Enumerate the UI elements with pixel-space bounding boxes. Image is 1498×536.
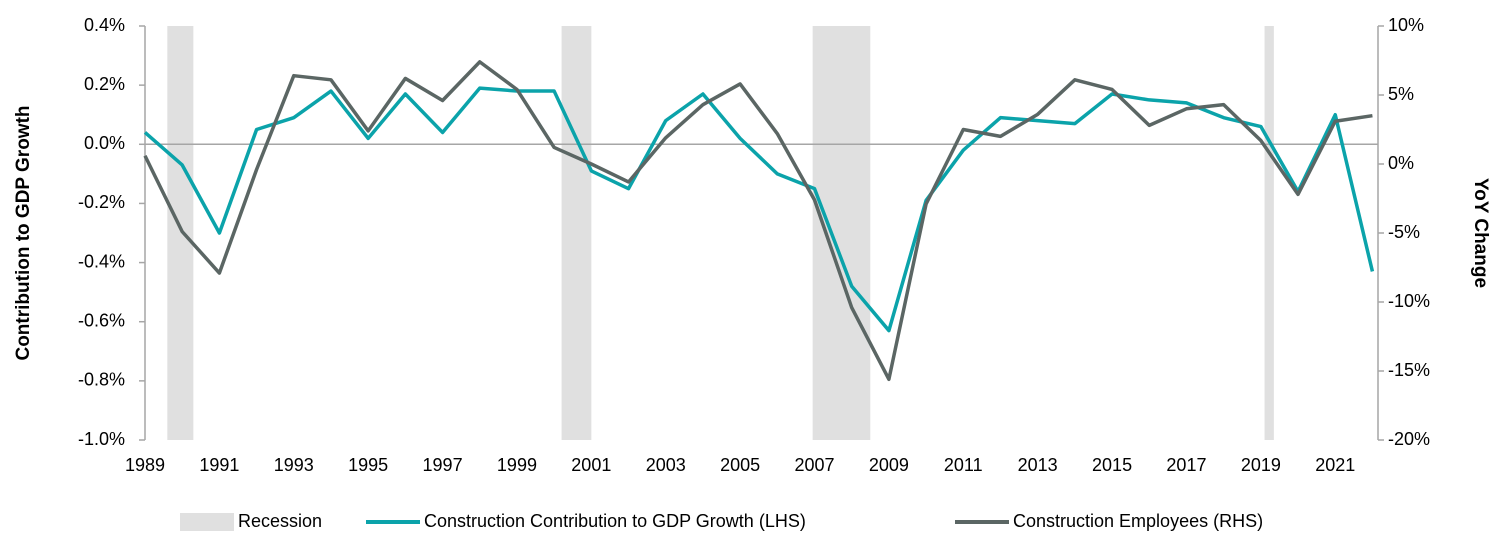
legend-label: Construction Employees (RHS) bbox=[1013, 511, 1263, 531]
y-tick-label: -1.0% bbox=[78, 429, 125, 449]
y-tick-label: -0.2% bbox=[78, 192, 125, 212]
legend-swatch bbox=[180, 513, 234, 531]
series-line bbox=[143, 86, 1375, 333]
y-tick-label: -0.4% bbox=[78, 251, 125, 271]
x-tick-label: 1989 bbox=[125, 455, 165, 475]
y2-tick-label: 10% bbox=[1388, 15, 1424, 35]
x-tick-label: 2003 bbox=[646, 455, 686, 475]
x-tick-label: 1991 bbox=[199, 455, 239, 475]
x-tick-label: 2019 bbox=[1241, 455, 1281, 475]
y2-tick-label: -20% bbox=[1388, 429, 1430, 449]
x-tick-label: 2017 bbox=[1166, 455, 1206, 475]
y-tick-label: 0.0% bbox=[84, 133, 125, 153]
y-tick-label: -0.6% bbox=[78, 310, 125, 330]
x-tick-label: 2015 bbox=[1092, 455, 1132, 475]
y2-tick-label: 0% bbox=[1388, 153, 1414, 173]
y2-axis-title: YoY Change bbox=[1470, 178, 1491, 288]
x-tick-label: 2005 bbox=[720, 455, 760, 475]
y-tick-label: -0.8% bbox=[78, 370, 125, 390]
legend-label: Recession bbox=[238, 511, 322, 531]
y2-tick-label: -5% bbox=[1388, 222, 1420, 242]
x-tick-label: 2007 bbox=[794, 455, 834, 475]
x-tick-label: 1999 bbox=[497, 455, 537, 475]
x-tick-label: 2013 bbox=[1018, 455, 1058, 475]
legend-label: Construction Contribution to GDP Growth … bbox=[424, 511, 806, 531]
x-tick-label: 2009 bbox=[869, 455, 909, 475]
x-tick-label: 2001 bbox=[571, 455, 611, 475]
y-axis-title: Contribution to GDP Growth bbox=[13, 105, 34, 360]
series-line bbox=[143, 60, 1373, 382]
y2-tick-label: -10% bbox=[1388, 291, 1430, 311]
x-tick-label: 2021 bbox=[1315, 455, 1355, 475]
recession-band bbox=[167, 26, 194, 440]
y2-tick-label: -15% bbox=[1388, 360, 1430, 380]
recession-band bbox=[812, 26, 871, 440]
recession-band bbox=[1264, 26, 1274, 440]
y-tick-label: 0.2% bbox=[84, 74, 125, 94]
x-tick-label: 1993 bbox=[274, 455, 314, 475]
y2-tick-label: 5% bbox=[1388, 84, 1414, 104]
y-tick-label: 0.4% bbox=[84, 15, 125, 35]
x-tick-label: 2011 bbox=[944, 455, 983, 475]
x-tick-label: 1995 bbox=[348, 455, 388, 475]
x-tick-label: 1997 bbox=[423, 455, 463, 475]
recession-band bbox=[561, 26, 592, 440]
